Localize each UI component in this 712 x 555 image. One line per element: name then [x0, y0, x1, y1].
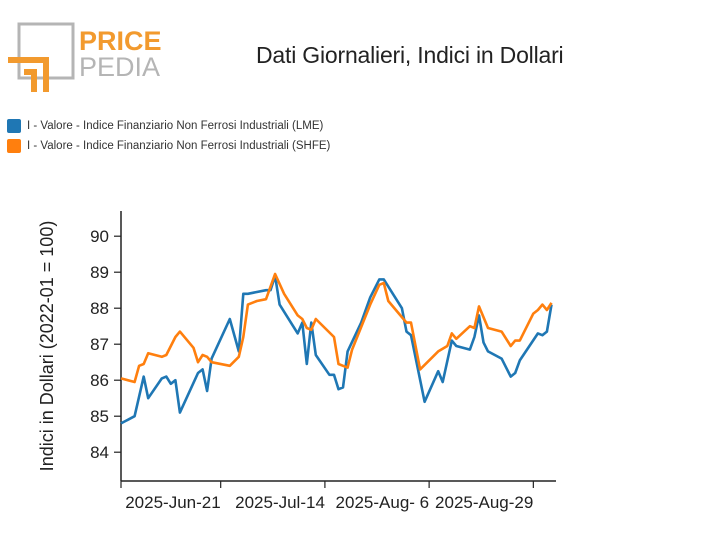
legend-swatch-lme — [7, 119, 21, 133]
legend-entry-shfe[interactable]: I - Valore - Indice Finanziario Non Ferr… — [7, 138, 330, 154]
legend-swatch-shfe — [7, 139, 21, 153]
x-tick-label: 2025-Aug-29 — [435, 493, 533, 512]
chart-axes: 84 85 86 87 88 89 90 2025-Jun-21 2025-Jul-14 2025… — [90, 211, 556, 512]
y-tick-label: 90 — [90, 227, 109, 246]
y-tick-label: 88 — [90, 299, 109, 318]
y-tick-label: 85 — [90, 407, 109, 426]
legend-label-shfe: I - Valore - Indice Finanziario Non Ferr… — [27, 140, 331, 152]
x-tick-label: 2025-Aug- 6 — [336, 493, 430, 512]
logo-mark-icon — [8, 22, 75, 92]
pricepedia-logo: PRICE PEDIA — [8, 22, 162, 92]
y-tick-label: 84 — [90, 443, 109, 462]
x-tick-label: 2025-Jul-14 — [235, 493, 325, 512]
series-line-lme — [120, 274, 553, 425]
y-tick-label: 89 — [90, 263, 109, 282]
y-tick-label: 86 — [90, 371, 109, 390]
legend-label-lme: I - Valore - Indice Finanziario Non Ferr… — [27, 120, 324, 132]
legend-entry-lme[interactable]: I - Valore - Indice Finanziario Non Ferr… — [7, 118, 323, 134]
logo-text-pedia: PEDIA — [79, 52, 160, 82]
y-tick-label: 87 — [90, 335, 109, 354]
x-tick-label: 2025-Jun-21 — [125, 493, 220, 512]
series-line-shfe — [120, 272, 553, 384]
plot-area — [120, 272, 553, 425]
y-axis-label: Indici in Dollari (2022-01 = 100) — [37, 221, 57, 472]
logo-text-price: PRICE — [79, 26, 162, 56]
chart-title: Dati Giornalieri, Indici in Dollari — [256, 42, 564, 68]
